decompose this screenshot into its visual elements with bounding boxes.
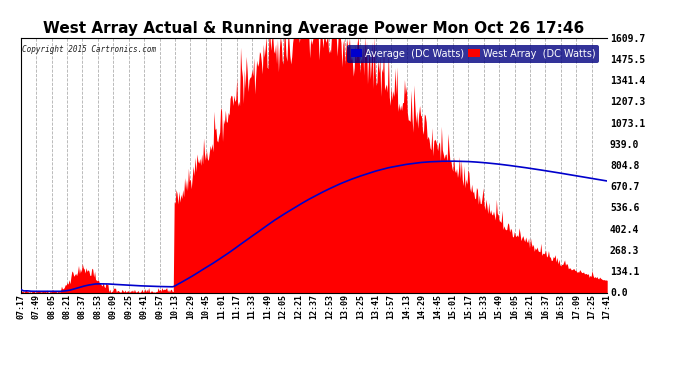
- Text: Copyright 2015 Cartronics.com: Copyright 2015 Cartronics.com: [22, 45, 156, 54]
- Title: West Array Actual & Running Average Power Mon Oct 26 17:46: West Array Actual & Running Average Powe…: [43, 21, 584, 36]
- Legend: Average  (DC Watts), West Array  (DC Watts): Average (DC Watts), West Array (DC Watts…: [347, 45, 600, 63]
